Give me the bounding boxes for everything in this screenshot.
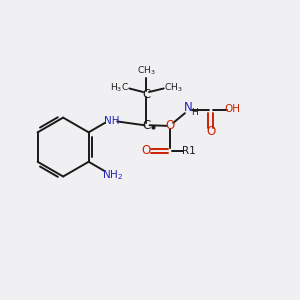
- Text: C: C: [142, 88, 150, 101]
- Text: NH$_2$: NH$_2$: [102, 168, 123, 182]
- Text: OH: OH: [225, 104, 241, 114]
- Text: CH$_3$: CH$_3$: [137, 64, 155, 77]
- Text: H$_3$C: H$_3$C: [110, 82, 128, 94]
- Text: CH$_3$: CH$_3$: [164, 82, 182, 94]
- Text: O: O: [166, 119, 175, 132]
- Text: NH: NH: [103, 116, 119, 126]
- Text: R1: R1: [182, 146, 196, 156]
- Text: N: N: [184, 101, 193, 114]
- Text: C: C: [142, 119, 150, 132]
- Text: H: H: [192, 107, 198, 116]
- Text: O: O: [141, 144, 151, 158]
- Text: O: O: [206, 125, 215, 138]
